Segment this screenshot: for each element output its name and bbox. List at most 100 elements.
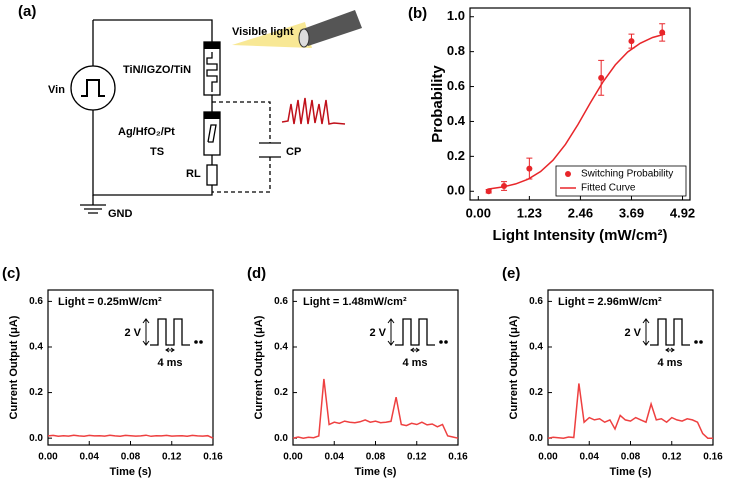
x-tick-label: 0.08 [121, 452, 141, 463]
x-tick-label: 0.12 [407, 452, 427, 463]
capacitor [259, 142, 281, 158]
x-tick-label: 3.69 [619, 205, 644, 220]
data-point [628, 38, 635, 45]
pulse-width: 4 ms [157, 357, 182, 369]
x-tick-label: 0.00 [538, 452, 558, 463]
panel-label: (c) [2, 265, 20, 282]
dot [444, 340, 448, 344]
data-line [47, 434, 214, 439]
pulse-symbol [81, 79, 105, 97]
data-line [292, 378, 459, 439]
y-tick-label: 0.2 [447, 148, 465, 163]
ground-label: GND [108, 208, 133, 220]
ground-symbol [80, 195, 106, 214]
ts-symbol [207, 124, 217, 143]
x-tick-label: 0.04 [580, 452, 600, 463]
pulse-arrows [142, 318, 175, 353]
legend-label: Fitted Curve [581, 183, 636, 194]
y-tick-label: 0.4 [274, 342, 288, 353]
y-tick-label: 0.6 [274, 296, 288, 307]
source-circle [70, 65, 116, 111]
resistor [206, 164, 218, 186]
pulse-inset [150, 318, 190, 346]
circuit-diagram: (a) Visible light TiN/IGZO/TiN Vin Ag/Hf… [18, 3, 362, 220]
data-point [526, 165, 533, 172]
device-label: TS [150, 146, 164, 158]
y-tick-label: 1.0 [447, 8, 465, 23]
pulse-height: 2 V [624, 327, 641, 339]
y-axis-label: Current Output (μA) [8, 315, 20, 419]
x-tick-label: 0.00 [283, 452, 303, 463]
y-tick-label: 0.4 [447, 113, 466, 128]
x-axis-label: Light Intensity (mW/cm²) [493, 227, 668, 244]
pulse-arrows [387, 318, 420, 353]
y-tick-label: 0.2 [29, 387, 43, 398]
y-axis-label: Probability [429, 65, 446, 143]
y-tick-label: 0.0 [529, 433, 543, 444]
panel-label: (a) [18, 3, 36, 20]
y-tick-label: 0.6 [29, 296, 43, 307]
light-label: Visible light [232, 26, 294, 38]
y-tick-label: 0.0 [447, 183, 465, 198]
y-tick-label: 0.2 [274, 387, 288, 398]
pulse-inset [650, 318, 690, 346]
data-line [488, 33, 666, 190]
dot [439, 340, 443, 344]
device-symbol [206, 52, 218, 92]
x-tick-label: 0.00 [38, 452, 58, 463]
plot-frame [47, 289, 214, 446]
panel-label: (b) [408, 5, 427, 22]
data-point [598, 74, 605, 81]
y-tick-label: 0.4 [29, 342, 43, 353]
dot [699, 340, 703, 344]
y-axis-label: Current Output (μA) [253, 315, 265, 419]
capacitor-label: CP [286, 146, 301, 158]
x-tick-label: 4.92 [670, 205, 695, 220]
panel-label: (d) [247, 265, 266, 282]
data-line [547, 383, 713, 439]
x-tick-label: 0.16 [203, 452, 223, 463]
y-tick-label: 0.6 [529, 296, 543, 307]
panel-label: (e) [502, 265, 520, 282]
x-tick-label: 0.16 [703, 452, 723, 463]
x-tick-label: 0.12 [162, 452, 182, 463]
parasitic-wire [212, 101, 271, 193]
dot [694, 340, 698, 344]
legend-label: Switching Probability [581, 169, 673, 180]
x-axis-label: Time (s) [610, 466, 652, 478]
pulse-inset [395, 318, 435, 346]
source-label: Vin [48, 84, 65, 96]
y-tick-label: 0.6 [447, 78, 465, 93]
x-axis-label: Time (s) [110, 466, 152, 478]
x-tick-label: 0.08 [621, 452, 641, 463]
wire [92, 19, 213, 196]
flashlight [300, 10, 362, 46]
y-tick-label: 0.4 [529, 342, 543, 353]
x-axis-label: Time (s) [355, 466, 397, 478]
light-beam [232, 22, 312, 48]
data-point [485, 188, 492, 195]
x-tick-label: 0.04 [325, 452, 345, 463]
x-tick-label: 0.08 [366, 452, 386, 463]
dot [194, 340, 198, 344]
pulse-width: 4 ms [657, 357, 682, 369]
dot [199, 340, 203, 344]
y-tick-label: 0.0 [29, 433, 43, 444]
pulse-width: 4 ms [402, 357, 427, 369]
electrode [204, 42, 220, 49]
pulse-height: 2 V [124, 327, 141, 339]
annotation: Light = 1.48mW/cm² [303, 296, 407, 308]
electrode [204, 112, 220, 119]
device-label: Ag/HfO₂/Pt [118, 126, 175, 138]
x-tick-label: 1.23 [517, 205, 542, 220]
y-tick-label: 0.2 [529, 387, 543, 398]
x-tick-label: 0.12 [662, 452, 682, 463]
y-tick-label: 0.8 [447, 43, 465, 58]
x-tick-label: 0.04 [80, 452, 100, 463]
flashlight-lens [298, 28, 310, 48]
x-tick-label: 0.00 [466, 205, 491, 220]
x-tick-label: 0.16 [448, 452, 468, 463]
resistor-label: RL [186, 168, 201, 180]
legend-box [555, 165, 687, 197]
